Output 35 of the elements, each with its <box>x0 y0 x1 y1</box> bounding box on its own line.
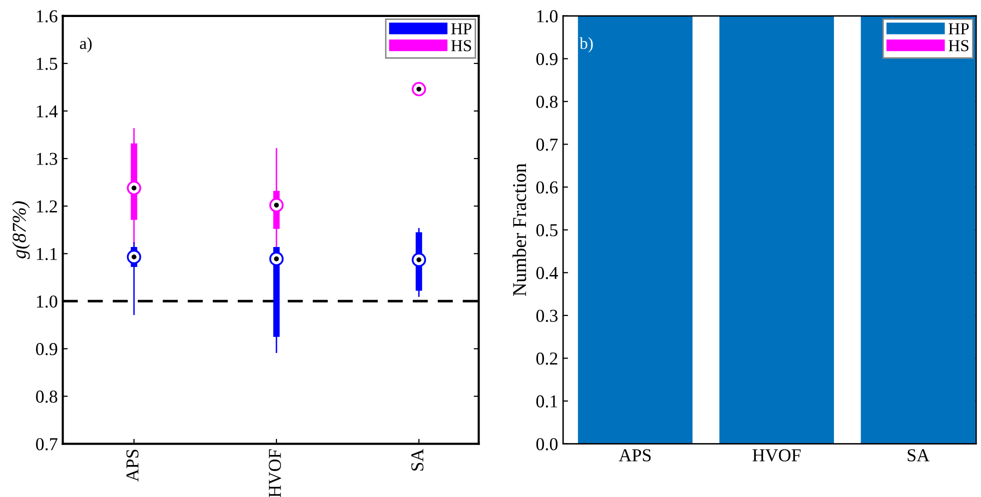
y-tick-label: 1.5 <box>36 58 58 70</box>
y-tick-label: 0.5 <box>536 224 558 236</box>
annotation: b) <box>580 37 593 52</box>
y-tick-label: 0.8 <box>36 390 58 403</box>
y-axis-title: Number Fraction <box>512 163 526 296</box>
y-tick-label: 0.0 <box>536 438 558 450</box>
y-axis-title: g(87%) <box>12 201 30 260</box>
legend-label: HS <box>948 40 968 52</box>
y-tick-label: 1.6 <box>36 10 58 22</box>
x-tick-label: HVOF <box>268 449 282 497</box>
x-tick-label: HVOF <box>752 449 801 462</box>
y-tick-label: 1.1 <box>36 248 57 260</box>
y-tick-label: 1.3 <box>36 152 58 166</box>
y-tick-label: 0.7 <box>536 138 558 151</box>
y-tick-label: 0.9 <box>536 52 558 66</box>
y-tick-label: 0.4 <box>536 266 558 280</box>
legend-label: HP <box>948 23 969 34</box>
y-tick-label: 0.3 <box>536 310 558 322</box>
annotation: a) <box>80 37 92 52</box>
y-tick-label: 1.0 <box>537 10 558 22</box>
legend-label: HS <box>451 40 472 52</box>
y-tick-label: 0.1 <box>536 395 558 408</box>
y-tick-label: 0.9 <box>36 342 58 356</box>
y-tick-label: 1.4 <box>36 105 58 118</box>
y-tick-label: 0.6 <box>536 181 558 194</box>
x-tick-label: APS <box>618 449 651 462</box>
y-tick-label: 1.0 <box>36 295 58 308</box>
legend-label: HP <box>451 23 472 34</box>
y-tick-label: 1.2 <box>36 200 57 213</box>
y-tick-label: 0.7 <box>36 438 58 450</box>
x-tick-label: SA <box>908 449 930 462</box>
y-tick-label: 0.2 <box>536 352 558 365</box>
x-tick-label: SA <box>411 448 424 471</box>
x-tick-label: APS <box>126 450 139 482</box>
y-tick-label: 0.8 <box>536 96 558 108</box>
